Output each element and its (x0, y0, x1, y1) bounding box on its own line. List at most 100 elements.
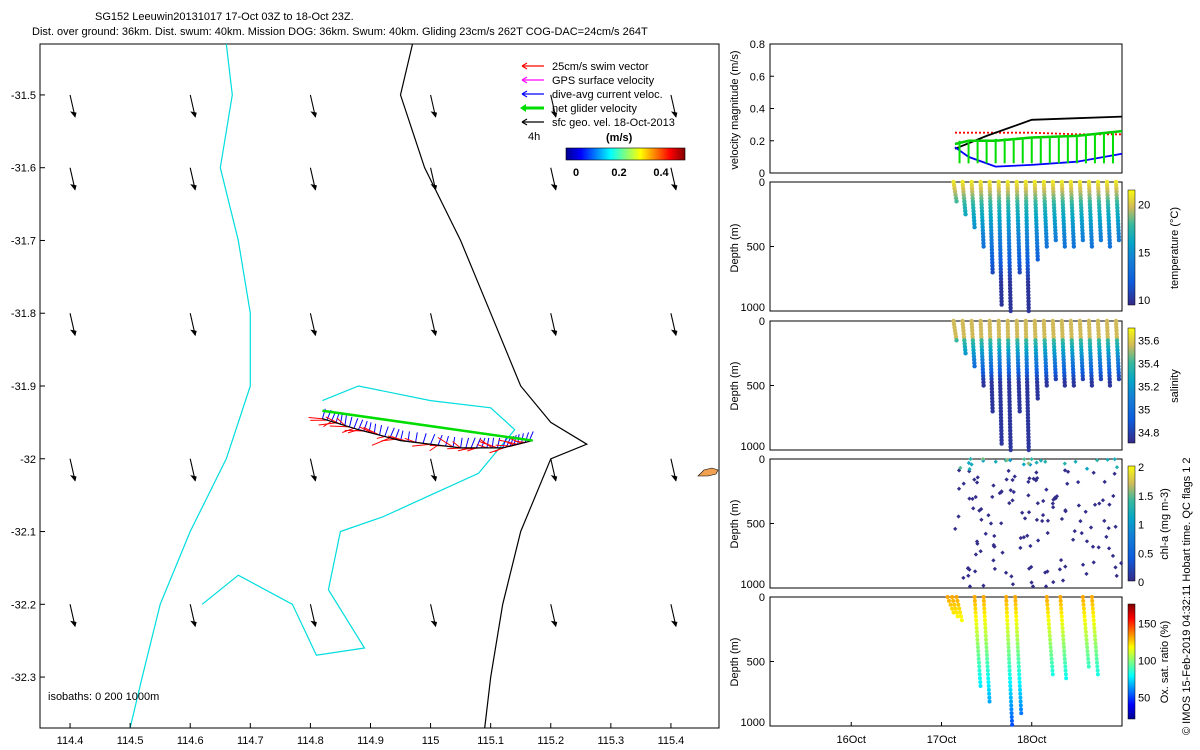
profile-point (1088, 367, 1094, 372)
map-x-tick-label: 114.7 (237, 735, 264, 747)
profile-point (1042, 328, 1047, 333)
dac-vector (470, 437, 476, 449)
profile-point (1106, 351, 1111, 356)
chl-point (1102, 518, 1107, 524)
profile-point (996, 192, 1002, 198)
profile-point (1043, 363, 1049, 369)
profile-point (1033, 347, 1039, 353)
profile-point (1115, 215, 1121, 220)
map-x-tick-label: 115.2 (537, 735, 564, 747)
profile-point (1016, 228, 1021, 233)
profile-point (1053, 231, 1058, 236)
profile-point (1078, 192, 1083, 198)
profile-point (987, 189, 993, 194)
profile-point (1089, 376, 1094, 382)
profile-point (1015, 344, 1020, 349)
profile-point (988, 363, 994, 369)
map-x-tick-label: 114.5 (117, 735, 144, 747)
oxygen-point (1050, 664, 1055, 669)
oxygen-point (1004, 595, 1009, 599)
geo-vector-head (310, 475, 317, 482)
profile-point (979, 341, 984, 346)
profile-point (1051, 344, 1057, 349)
temperature-axes-frame (769, 181, 1123, 312)
oxygen-point (1005, 614, 1010, 619)
oxygen-point (1048, 637, 1053, 642)
profile-point (1025, 392, 1030, 398)
chl-point (967, 584, 973, 589)
legend-geo-label: sfc geo. vel. 18-Oct-2013 (552, 117, 675, 129)
profile-point (1095, 318, 1101, 324)
profile-point (1015, 208, 1020, 214)
profile-point (960, 179, 965, 185)
oxygen-point (982, 602, 987, 607)
legend-net: net glider velocity (520, 103, 637, 115)
oxygen-point (1094, 649, 1099, 654)
profile-point (1007, 399, 1012, 404)
map-legend: 25cm/s swim vector GPS surface velocity … (520, 61, 686, 179)
profile-point (1107, 383, 1113, 388)
chl-point (979, 506, 984, 512)
oxygen-point (972, 598, 977, 603)
geo-vector-head (70, 475, 77, 482)
profile-point (1096, 331, 1101, 337)
profile-point (1060, 331, 1065, 337)
profile-point (1044, 234, 1049, 240)
oxygen-point (1046, 618, 1051, 623)
profile-point (1116, 373, 1122, 379)
profile-point (980, 357, 985, 362)
profile-point (997, 237, 1003, 243)
profile-point (997, 234, 1003, 240)
profile-point (1071, 373, 1076, 379)
profile-point (1061, 367, 1067, 372)
chl-point (981, 583, 986, 588)
dac-vector (400, 430, 404, 441)
chl-point (1054, 494, 1060, 499)
chl-point (1057, 567, 1063, 572)
geo-vector-head (430, 620, 438, 628)
geo-vector-head (550, 475, 558, 482)
depth-tick-label: 1000 (741, 579, 765, 591)
profile-point (998, 279, 1004, 285)
oxygen-point (1084, 641, 1089, 646)
profile-point (1016, 363, 1021, 369)
profile-point (1107, 376, 1112, 382)
profile-point (1052, 354, 1057, 359)
profile-point (1096, 328, 1101, 333)
salinity-panel: 0 500 1000 Depth (m) 34.8 35 35.2 35.4 35.6 sa… (729, 316, 1181, 453)
oxygen-point (1090, 602, 1095, 607)
profile-point (1071, 370, 1076, 375)
profile-point (1115, 360, 1121, 366)
oxygen-point (1044, 595, 1049, 599)
profile-point (1077, 179, 1083, 185)
profile-point (1098, 231, 1103, 236)
profile-point (1007, 263, 1012, 269)
profile-point (1096, 338, 1102, 343)
profile-point (1061, 215, 1066, 220)
oxygen-point (1018, 703, 1023, 708)
oxygen-point (1092, 625, 1097, 630)
profile-point (997, 215, 1002, 220)
profile-point (997, 231, 1003, 236)
profile-point (1060, 199, 1065, 204)
depth-tick-label: 0 (759, 316, 765, 328)
chl-point (1004, 477, 1009, 482)
profile-point (997, 205, 1002, 210)
oxygen-point (1006, 645, 1011, 650)
profile-point (987, 334, 993, 340)
oxygen-point (984, 641, 989, 646)
profile-point (1005, 338, 1011, 343)
oxygen-point (1062, 649, 1067, 654)
oxygen-point (1095, 672, 1100, 677)
profile-point (988, 354, 994, 359)
profile-point (1025, 402, 1030, 408)
profile-point (1005, 318, 1010, 324)
profile-point (1080, 367, 1085, 372)
profile-point (1015, 351, 1020, 356)
chl-point (1026, 479, 1031, 484)
profile-point (1115, 351, 1120, 356)
profile-point (1033, 341, 1038, 346)
swim-vector (308, 416, 323, 420)
oxygen-point (1016, 660, 1021, 665)
profile-point (1005, 179, 1010, 185)
